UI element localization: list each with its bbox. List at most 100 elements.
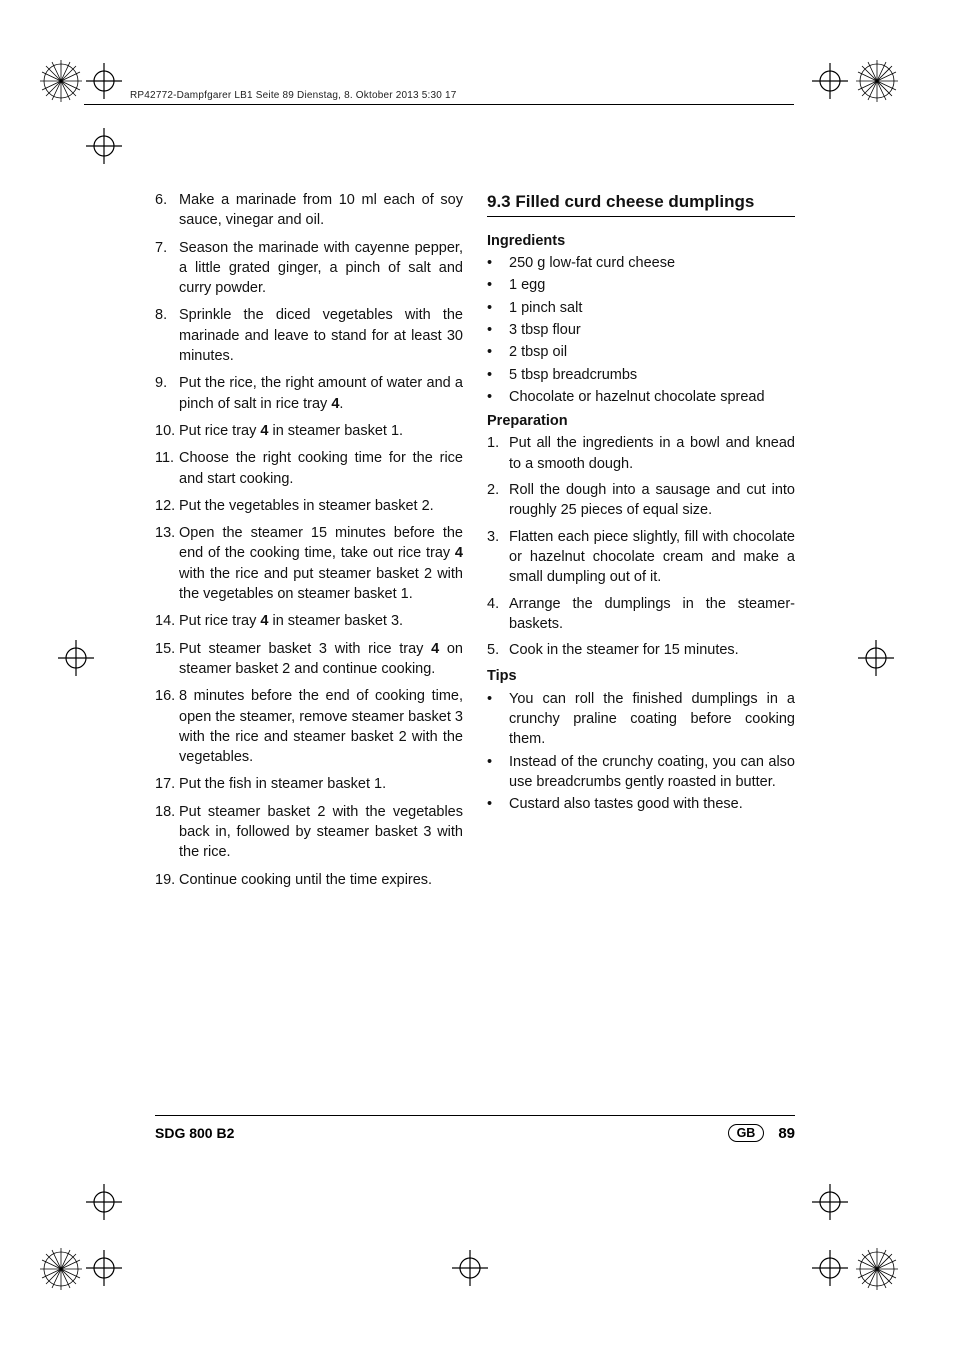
ingredient-text: 5 tbsp breadcrumbs xyxy=(509,365,795,385)
registration-mark-icon xyxy=(58,640,94,676)
step-text: Continue cooking until the time expires. xyxy=(179,870,463,890)
ingredient-item: •250 g low-fat curd cheese xyxy=(487,253,795,273)
recipe-step: 10.Put rice tray 4 in steamer basket 1. xyxy=(155,421,463,441)
recipe-title: 9.3 Filled curd cheese dumplings xyxy=(487,190,795,214)
step-number: 12. xyxy=(155,496,179,516)
step-text: Put all the ingredients in a bowl and kn… xyxy=(509,433,795,474)
registration-mark-icon xyxy=(812,1184,848,1220)
bullet-icon: • xyxy=(487,387,509,407)
preparation-step: 1.Put all the ingredients in a bowl and … xyxy=(487,433,795,474)
recipe-step: 9.Put the rice, the right amount of wate… xyxy=(155,373,463,414)
language-badge: GB xyxy=(728,1124,765,1142)
step-text: Choose the right cooking time for the ri… xyxy=(179,448,463,489)
step-number: 15. xyxy=(155,639,179,680)
corner-mark-icon xyxy=(856,60,898,102)
recipe-step: 12.Put the vegetables in steamer basket … xyxy=(155,496,463,516)
registration-mark-icon xyxy=(86,63,122,99)
step-text: Flatten each piece slightly, fill with c… xyxy=(509,527,795,588)
step-number: 7. xyxy=(155,238,179,299)
recipe-step: 14.Put rice tray 4 in steamer basket 3. xyxy=(155,611,463,631)
corner-mark-icon xyxy=(856,1248,898,1290)
step-number: 8. xyxy=(155,305,179,366)
preparation-step: 4.Arrange the dumplings in the steamer-b… xyxy=(487,594,795,635)
left-column: 6.Make a marinade from 10 ml each of soy… xyxy=(155,190,463,897)
registration-mark-icon xyxy=(86,128,122,164)
recipe-step: 11.Choose the right cooking time for the… xyxy=(155,448,463,489)
bullet-icon: • xyxy=(487,794,509,814)
bold-reference: 4 xyxy=(331,396,339,412)
step-text: Put the rice, the right amount of water … xyxy=(179,373,463,414)
bold-reference: 4 xyxy=(260,613,268,629)
ingredient-item: •3 tbsp flour xyxy=(487,320,795,340)
corner-mark-icon xyxy=(40,1248,82,1290)
print-header: RP42772-Dampfgarer LB1 Seite 89 Dienstag… xyxy=(130,90,457,101)
recipe-step: 6.Make a marinade from 10 ml each of soy… xyxy=(155,190,463,231)
bold-reference: 4 xyxy=(431,641,439,657)
page-footer: SDG 800 B2 GB 89 xyxy=(155,1115,795,1142)
tip-text: Custard also tastes good with these. xyxy=(509,794,795,814)
step-text: Open the steamer 15 minutes before the e… xyxy=(179,523,463,604)
step-number: 2. xyxy=(487,480,509,521)
step-text: Put rice tray 4 in steamer basket 1. xyxy=(179,421,463,441)
ingredient-text: 1 egg xyxy=(509,275,795,295)
bullet-icon: • xyxy=(487,253,509,273)
step-number: 11. xyxy=(155,448,179,489)
recipe-step: 8.Sprinkle the diced vegetables with the… xyxy=(155,305,463,366)
recipe-step: 18.Put steamer basket 2 with the vegetab… xyxy=(155,802,463,863)
ingredient-item: •1 pinch salt xyxy=(487,298,795,318)
ingredients-list: •250 g low-fat curd cheese•1 egg•1 pinch… xyxy=(487,253,795,407)
registration-mark-icon xyxy=(812,63,848,99)
header-rule xyxy=(84,104,794,105)
step-text: Put steamer basket 3 with rice tray 4 on… xyxy=(179,639,463,680)
step-text: Season the marinade with cayenne pepper,… xyxy=(179,238,463,299)
recipe-step: 16.8 minutes before the end of cooking t… xyxy=(155,686,463,767)
title-underline xyxy=(487,216,795,217)
step-text: Cook in the steamer for 15 minutes. xyxy=(509,640,795,660)
registration-mark-icon xyxy=(86,1250,122,1286)
bold-reference: 4 xyxy=(455,545,463,561)
corner-mark-icon xyxy=(40,60,82,102)
preparation-steps: 1.Put all the ingredients in a bowl and … xyxy=(487,433,795,660)
step-number: 19. xyxy=(155,870,179,890)
page-number: 89 xyxy=(778,1125,795,1142)
registration-mark-icon xyxy=(452,1250,488,1286)
preparation-step: 5.Cook in the steamer for 15 minutes. xyxy=(487,640,795,660)
step-number: 9. xyxy=(155,373,179,414)
preparation-step: 2.Roll the dough into a sausage and cut … xyxy=(487,480,795,521)
tip-text: You can roll the finished dumplings in a… xyxy=(509,689,795,750)
step-number: 5. xyxy=(487,640,509,660)
step-number: 14. xyxy=(155,611,179,631)
ingredient-item: •2 tbsp oil xyxy=(487,342,795,362)
right-column: 9.3 Filled curd cheese dumplings Ingredi… xyxy=(487,190,795,897)
step-number: 4. xyxy=(487,594,509,635)
ingredient-text: 1 pinch salt xyxy=(509,298,795,318)
ingredient-item: •1 egg xyxy=(487,275,795,295)
recipe-steps-continued: 6.Make a marinade from 10 ml each of soy… xyxy=(155,190,463,890)
step-number: 6. xyxy=(155,190,179,231)
ingredient-text: 250 g low-fat curd cheese xyxy=(509,253,795,273)
ingredient-item: •5 tbsp breadcrumbs xyxy=(487,365,795,385)
step-text: Put steamer basket 2 with the vegetables… xyxy=(179,802,463,863)
two-column-layout: 6.Make a marinade from 10 ml each of soy… xyxy=(155,190,795,897)
footer-right: GB 89 xyxy=(728,1124,795,1142)
ingredient-text: Chocolate or hazelnut chocolate spread xyxy=(509,387,795,407)
ingredient-text: 3 tbsp flour xyxy=(509,320,795,340)
bullet-icon: • xyxy=(487,298,509,318)
step-text: Put the vegetables in steamer basket 2. xyxy=(179,496,463,516)
step-number: 3. xyxy=(487,527,509,588)
recipe-step: 19.Continue cooking until the time expir… xyxy=(155,870,463,890)
bullet-icon: • xyxy=(487,320,509,340)
bullet-icon: • xyxy=(487,275,509,295)
bullet-icon: • xyxy=(487,689,509,750)
registration-mark-icon xyxy=(812,1250,848,1286)
bullet-icon: • xyxy=(487,752,509,793)
preparation-heading: Preparation xyxy=(487,411,795,431)
tips-list: •You can roll the finished dumplings in … xyxy=(487,689,795,815)
step-text: Put rice tray 4 in steamer basket 3. xyxy=(179,611,463,631)
step-number: 16. xyxy=(155,686,179,767)
recipe-step: 15.Put steamer basket 3 with rice tray 4… xyxy=(155,639,463,680)
ingredient-text: 2 tbsp oil xyxy=(509,342,795,362)
registration-mark-icon xyxy=(858,640,894,676)
tips-heading: Tips xyxy=(487,666,795,686)
step-text: Roll the dough into a sausage and cut in… xyxy=(509,480,795,521)
